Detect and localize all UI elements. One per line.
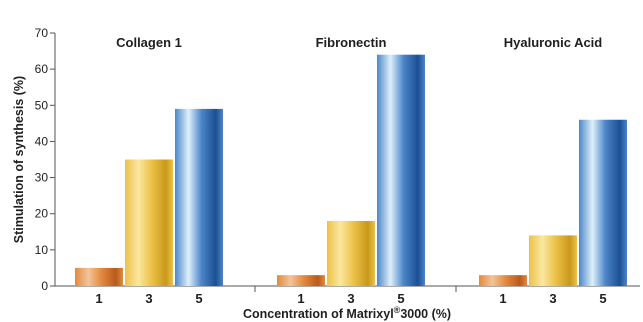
y-tick-label: 30 <box>35 171 49 185</box>
bar-3-1 <box>479 275 527 286</box>
y-axis-title: Stimulation of synthesis (%) <box>12 76 26 243</box>
x-category-label: 3 <box>145 291 152 306</box>
y-tick-label: 70 <box>35 26 49 40</box>
y-tick-label: 20 <box>35 207 49 221</box>
group-title: Fibronectin <box>316 35 387 50</box>
x-category-label: 5 <box>195 291 202 306</box>
x-category-label: 1 <box>297 291 304 306</box>
x-category-label: 5 <box>397 291 404 306</box>
y-tick-label: 50 <box>35 98 49 112</box>
bar-2-5 <box>377 54 425 286</box>
x-category-label: 3 <box>347 291 354 306</box>
y-tick-label: 40 <box>35 134 49 148</box>
x-axis-title: Concentration of Matrixyl®3000 (%) <box>243 305 451 321</box>
group-title: Collagen 1 <box>116 35 182 50</box>
x-category-label: 3 <box>549 291 556 306</box>
bar-1-1 <box>75 267 123 286</box>
bar-3-5 <box>579 119 627 286</box>
x-category-label: 1 <box>499 291 506 306</box>
bar-1-3 <box>125 159 173 286</box>
bars-layer <box>75 54 627 287</box>
y-tick-label: 0 <box>41 279 48 293</box>
y-tick-label: 10 <box>35 243 49 257</box>
y-tick-label: 60 <box>35 62 49 76</box>
labels-layer: 1 3 5 Collagen 1 1 3 5 Fibronectin 1 3 5 Hyaluronic… <box>12 35 607 321</box>
x-category-label: 1 <box>95 291 102 306</box>
bar-3-3 <box>529 235 577 286</box>
x-category-label: 5 <box>599 291 606 306</box>
group-title: Hyaluronic Acid <box>504 35 603 50</box>
bar-2-1 <box>277 275 325 286</box>
bar-2-3 <box>327 220 375 286</box>
bar-1-5 <box>175 108 223 287</box>
